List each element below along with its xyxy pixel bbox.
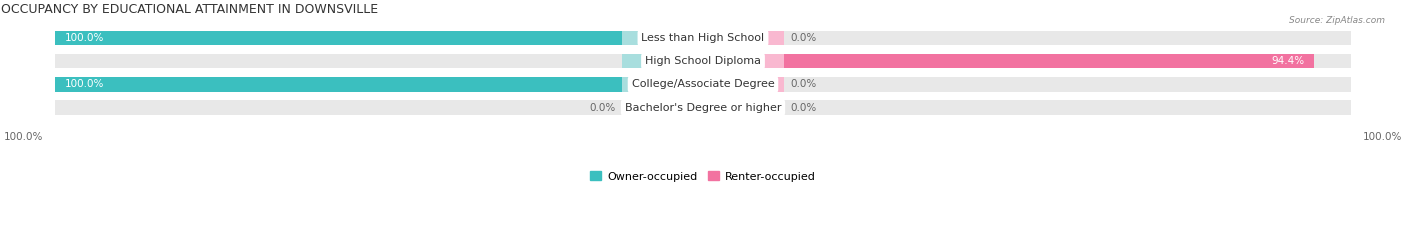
- Bar: [703, 54, 1315, 69]
- Bar: [621, 54, 703, 69]
- Bar: [703, 54, 785, 69]
- Bar: [55, 100, 703, 115]
- Text: 94.4%: 94.4%: [1271, 56, 1305, 66]
- Bar: [703, 31, 1351, 45]
- Bar: [621, 77, 703, 92]
- Legend: Owner-occupied, Renter-occupied: Owner-occupied, Renter-occupied: [591, 171, 815, 182]
- Text: Bachelor's Degree or higher: Bachelor's Degree or higher: [624, 103, 782, 113]
- Bar: [55, 77, 703, 92]
- Bar: [621, 31, 703, 45]
- Text: OCCUPANCY BY EDUCATIONAL ATTAINMENT IN DOWNSVILLE: OCCUPANCY BY EDUCATIONAL ATTAINMENT IN D…: [0, 3, 378, 17]
- Text: 0.0%: 0.0%: [790, 103, 817, 113]
- Bar: [703, 100, 1351, 115]
- Text: 0.0%: 0.0%: [790, 79, 817, 89]
- Bar: [55, 31, 703, 45]
- Bar: [55, 31, 703, 45]
- Text: College/Associate Degree: College/Associate Degree: [631, 79, 775, 89]
- Text: 100.0%: 100.0%: [3, 132, 42, 142]
- Bar: [703, 77, 1351, 92]
- Text: 5.6%: 5.6%: [676, 56, 703, 66]
- Text: Less than High School: Less than High School: [641, 33, 765, 43]
- Bar: [55, 77, 703, 92]
- Text: 0.0%: 0.0%: [790, 33, 817, 43]
- Text: 100.0%: 100.0%: [65, 33, 104, 43]
- Text: Source: ZipAtlas.com: Source: ZipAtlas.com: [1289, 16, 1385, 25]
- Bar: [621, 100, 703, 115]
- Bar: [703, 54, 1351, 69]
- Text: 100.0%: 100.0%: [65, 79, 104, 89]
- Text: High School Diploma: High School Diploma: [645, 56, 761, 66]
- Bar: [666, 54, 703, 69]
- Bar: [703, 100, 785, 115]
- Text: 0.0%: 0.0%: [589, 103, 616, 113]
- Bar: [703, 31, 785, 45]
- Bar: [703, 77, 785, 92]
- Bar: [55, 54, 703, 69]
- Text: 100.0%: 100.0%: [1364, 132, 1403, 142]
